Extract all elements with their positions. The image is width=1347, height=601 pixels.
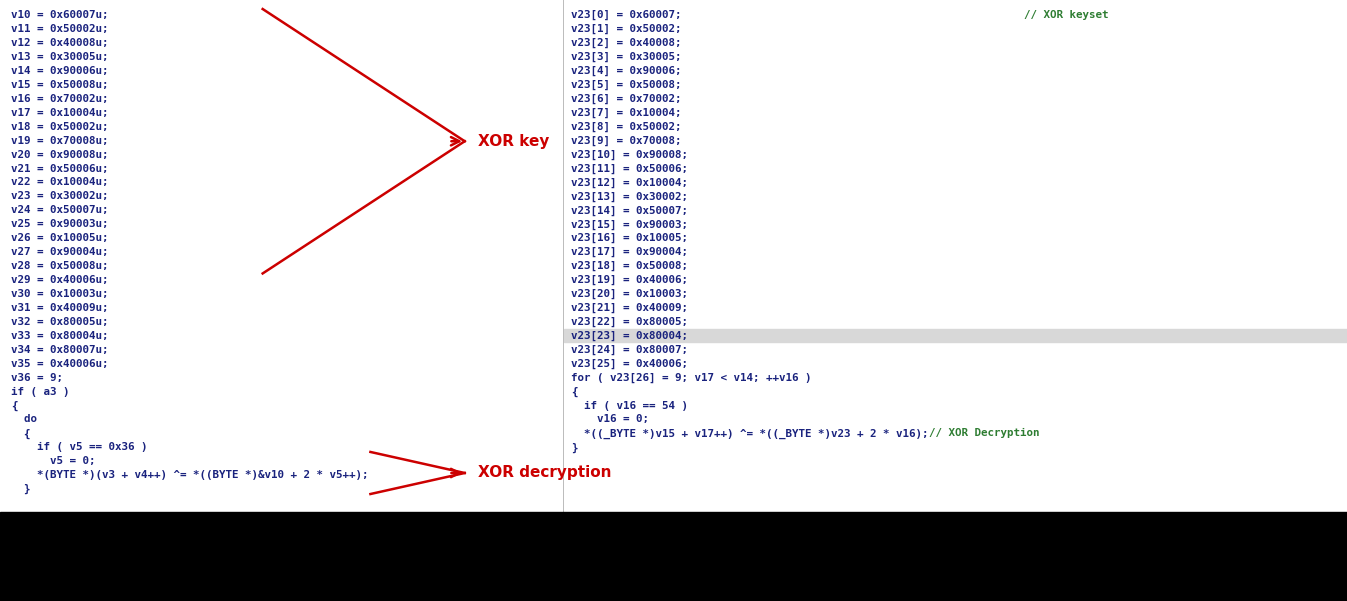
Text: XOR decryption: XOR decryption: [478, 466, 612, 480]
Text: v23[17] = 0x90004;: v23[17] = 0x90004;: [571, 247, 688, 257]
Text: v23[10] = 0x90008;: v23[10] = 0x90008;: [571, 150, 688, 160]
Text: v13 = 0x30005u;: v13 = 0x30005u;: [11, 52, 108, 62]
Text: v23[13] = 0x30002;: v23[13] = 0x30002;: [571, 192, 688, 202]
Text: v23[6] = 0x70002;: v23[6] = 0x70002;: [571, 94, 682, 104]
Text: v23[15] = 0x90003;: v23[15] = 0x90003;: [571, 219, 688, 230]
Text: v15 = 0x50008u;: v15 = 0x50008u;: [11, 80, 108, 90]
Text: v22 = 0x10004u;: v22 = 0x10004u;: [11, 177, 108, 188]
Text: v27 = 0x90004u;: v27 = 0x90004u;: [11, 247, 108, 257]
Text: v23[4] = 0x90006;: v23[4] = 0x90006;: [571, 66, 682, 76]
Text: v23[11] = 0x50006;: v23[11] = 0x50006;: [571, 163, 688, 174]
Text: v25 = 0x90003u;: v25 = 0x90003u;: [11, 219, 108, 230]
Bar: [563, 512, 1347, 601]
Text: v29 = 0x40006u;: v29 = 0x40006u;: [11, 275, 108, 285]
Text: v23[18] = 0x50008;: v23[18] = 0x50008;: [571, 261, 688, 272]
Text: v31 = 0x40009u;: v31 = 0x40009u;: [11, 303, 108, 313]
Text: *((_BYTE *)v15 + v17++) ^= *((_BYTE *)v23 + 2 * v16);: *((_BYTE *)v15 + v17++) ^= *((_BYTE *)v2…: [571, 429, 928, 439]
Text: v23[22] = 0x80005;: v23[22] = 0x80005;: [571, 317, 688, 327]
Text: v23[23] = 0x80004;: v23[23] = 0x80004;: [571, 331, 688, 341]
Text: v26 = 0x10005u;: v26 = 0x10005u;: [11, 233, 108, 243]
Text: v24 = 0x50007u;: v24 = 0x50007u;: [11, 206, 108, 215]
Text: v36 = 9;: v36 = 9;: [11, 373, 63, 383]
Text: v23[16] = 0x10005;: v23[16] = 0x10005;: [571, 233, 688, 243]
Text: v23[9] = 0x70008;: v23[9] = 0x70008;: [571, 136, 682, 146]
Text: {: {: [11, 429, 30, 439]
Text: {: {: [571, 386, 578, 397]
Text: v28 = 0x50008u;: v28 = 0x50008u;: [11, 261, 108, 271]
Text: if ( v5 == 0x36 ): if ( v5 == 0x36 ): [11, 442, 147, 453]
Text: v33 = 0x80004u;: v33 = 0x80004u;: [11, 331, 108, 341]
Text: v23[5] = 0x50008;: v23[5] = 0x50008;: [571, 80, 682, 90]
Text: v16 = 0;: v16 = 0;: [571, 415, 649, 424]
Text: v23[8] = 0x50002;: v23[8] = 0x50002;: [571, 122, 682, 132]
Text: v32 = 0x80005u;: v32 = 0x80005u;: [11, 317, 108, 327]
Text: v30 = 0x10003u;: v30 = 0x10003u;: [11, 289, 108, 299]
Text: v23[21] = 0x40009;: v23[21] = 0x40009;: [571, 303, 688, 313]
Text: v16 = 0x70002u;: v16 = 0x70002u;: [11, 94, 108, 104]
Text: *(BYTE *)(v3 + v4++) ^= *((BYTE *)&v10 + 2 * v5++);: *(BYTE *)(v3 + v4++) ^= *((BYTE *)&v10 +…: [11, 470, 368, 480]
Text: XOR key: XOR key: [478, 134, 550, 148]
Text: v23[24] = 0x80007;: v23[24] = 0x80007;: [571, 345, 688, 355]
Text: }: }: [571, 442, 578, 453]
Text: v23[12] = 0x10004;: v23[12] = 0x10004;: [571, 177, 688, 188]
Text: v10 = 0x60007u;: v10 = 0x60007u;: [11, 10, 108, 20]
Text: v20 = 0x90008u;: v20 = 0x90008u;: [11, 150, 108, 160]
Text: v18 = 0x50002u;: v18 = 0x50002u;: [11, 122, 108, 132]
Text: v23[0] = 0x60007;: v23[0] = 0x60007;: [571, 10, 682, 20]
Text: v17 = 0x10004u;: v17 = 0x10004u;: [11, 108, 108, 118]
Text: v23[2] = 0x40008;: v23[2] = 0x40008;: [571, 38, 682, 48]
Text: v21 = 0x50006u;: v21 = 0x50006u;: [11, 163, 108, 174]
Text: // XOR keyset: // XOR keyset: [1024, 10, 1109, 20]
Text: v19 = 0x70008u;: v19 = 0x70008u;: [11, 136, 108, 145]
Text: // XOR Decryption: // XOR Decryption: [928, 429, 1039, 439]
Text: v23[14] = 0x50007;: v23[14] = 0x50007;: [571, 206, 688, 216]
Text: v23[1] = 0x50002;: v23[1] = 0x50002;: [571, 24, 682, 34]
Bar: [564, 329, 1347, 342]
Text: v14 = 0x90006u;: v14 = 0x90006u;: [11, 66, 108, 76]
Text: v5 = 0;: v5 = 0;: [11, 456, 96, 466]
Text: if ( v16 == 54 ): if ( v16 == 54 ): [571, 400, 688, 410]
Text: v23[20] = 0x10003;: v23[20] = 0x10003;: [571, 289, 688, 299]
Text: do: do: [11, 415, 36, 424]
Text: v12 = 0x40008u;: v12 = 0x40008u;: [11, 38, 108, 48]
Text: v34 = 0x80007u;: v34 = 0x80007u;: [11, 345, 108, 355]
Text: for ( v23[26] = 9; v17 < v14; ++v16 ): for ( v23[26] = 9; v17 < v14; ++v16 ): [571, 373, 812, 383]
Text: v11 = 0x50002u;: v11 = 0x50002u;: [11, 24, 108, 34]
Text: v23[7] = 0x10004;: v23[7] = 0x10004;: [571, 108, 682, 118]
Text: if ( a3 ): if ( a3 ): [11, 386, 69, 397]
Text: }: }: [11, 484, 30, 495]
Text: v23 = 0x30002u;: v23 = 0x30002u;: [11, 192, 108, 201]
Bar: [0, 512, 563, 601]
Text: v23[25] = 0x40006;: v23[25] = 0x40006;: [571, 359, 688, 369]
Text: {: {: [11, 400, 18, 410]
Text: v23[19] = 0x40006;: v23[19] = 0x40006;: [571, 275, 688, 285]
Text: v35 = 0x40006u;: v35 = 0x40006u;: [11, 359, 108, 369]
Text: v23[3] = 0x30005;: v23[3] = 0x30005;: [571, 52, 682, 63]
